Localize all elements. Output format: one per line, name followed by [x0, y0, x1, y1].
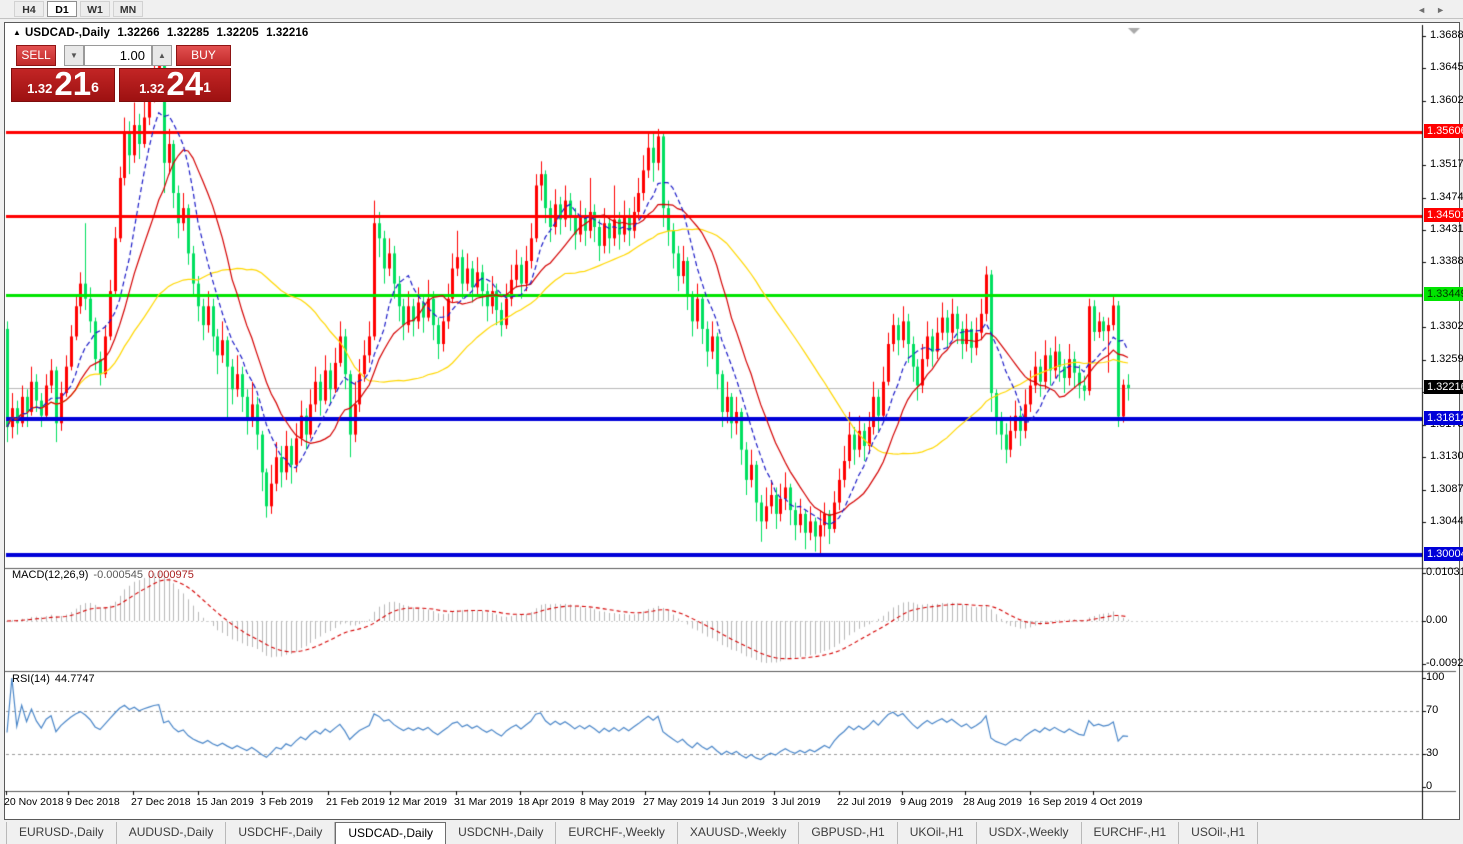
- volume-decrease-button[interactable]: ▼: [64, 45, 84, 66]
- chart-tab[interactable]: EURUSD-,Daily: [6, 822, 117, 844]
- price-axis-tick: 1.36450: [1430, 61, 1463, 74]
- chart-tab[interactable]: USOil-,H1: [1179, 822, 1259, 844]
- rsi-axis-tick: 70: [1426, 703, 1439, 716]
- rsi-name: RSI(14): [12, 673, 50, 685]
- date-axis-label: 3 Feb 2019: [260, 796, 314, 808]
- buy-price-box[interactable]: 1.32 24 1: [119, 65, 231, 102]
- rsi-axis-tick: 0: [1426, 780, 1433, 792]
- date-axis-label: 15 Jan 2019: [196, 796, 254, 808]
- volume-input[interactable]: [84, 45, 152, 66]
- date-axis-label: 9 Aug 2019: [900, 796, 954, 808]
- chart-title: ▲ USDCAD-,Daily 1.32266 1.32285 1.32205 1…: [13, 27, 312, 39]
- date-axis-label: 22 Jul 2019: [837, 796, 892, 808]
- price-line-badge: 1.30004: [1424, 547, 1463, 562]
- tab-scroll-right-icon[interactable]: ►: [1436, 5, 1455, 15]
- date-axis-label: 14 Jun 2019: [707, 796, 765, 808]
- macd-indicator-label: MACD(12,26,9) -0.000545 0.000975: [12, 569, 194, 581]
- date-axis-label: 21 Feb 2019: [326, 796, 385, 808]
- date-axis-label: 28 Aug 2019: [963, 796, 1022, 808]
- price-axis-tick: 1.34310: [1430, 223, 1463, 236]
- date-axis-label: 3 Jul 2019: [772, 796, 821, 808]
- one-click-trading-panel: SELL ▼ ▲ BUY 1.32 21 6 1.32 24 1: [11, 43, 233, 123]
- chart-tab[interactable]: AUDUSD-,Daily: [117, 822, 227, 844]
- price-axis-tick: 1.33020: [1430, 320, 1463, 333]
- price-line-badge: 1.34501: [1424, 207, 1463, 222]
- rsi-indicator-label: RSI(14) 44.7747: [12, 673, 95, 685]
- date-axis-label: 12 Mar 2019: [388, 796, 447, 808]
- chart-tab[interactable]: USDCNH-,Daily: [446, 822, 557, 844]
- rsi-axis-tick: 30: [1426, 747, 1439, 760]
- date-axis-label: 8 May 2019: [580, 796, 635, 808]
- timeframe-button-h4[interactable]: H4: [14, 1, 44, 17]
- ohlc-open: 1.32266: [117, 27, 160, 39]
- buy-button[interactable]: BUY: [176, 45, 231, 66]
- timeframe-button-mn[interactable]: MN: [113, 1, 143, 17]
- macd-value-signal: 0.000975: [147, 569, 194, 581]
- macd-name: MACD(12,26,9): [12, 569, 89, 581]
- price-axis-tick: 1.35170: [1430, 158, 1463, 171]
- price-chart-canvas[interactable]: [5, 23, 1459, 819]
- price-axis-tick: 1.36020: [1430, 93, 1463, 106]
- macd-axis-tick: 0.00: [1426, 613, 1448, 626]
- price-axis-tick: 1.30440: [1430, 515, 1463, 528]
- ohlc-high: 1.32285: [166, 27, 210, 39]
- price-axis-tick: 1.30870: [1430, 482, 1463, 495]
- buy-price-pip: 1: [203, 79, 211, 95]
- chart-tab[interactable]: USDCHF-,Daily: [226, 822, 336, 844]
- volume-increase-button[interactable]: ▲: [152, 45, 172, 66]
- sell-price-main: 21: [54, 65, 92, 102]
- price-line-badge: 1.33449: [1424, 287, 1463, 302]
- date-axis-label: 4 Oct 2019: [1091, 796, 1143, 808]
- rsi-value: 44.7747: [54, 673, 95, 685]
- macd-value-main: -0.000545: [93, 569, 143, 581]
- macd-axis-tick: 0.010311: [1426, 565, 1463, 578]
- date-axis-label: 27 Dec 2018: [131, 796, 191, 808]
- collapse-triangle-icon[interactable]: ▲: [13, 28, 22, 37]
- chart-tab-active[interactable]: USDCAD-,Daily: [335, 822, 447, 844]
- timeframe-button-w1[interactable]: W1: [80, 1, 110, 17]
- date-axis-label: 16 Sep 2019: [1028, 796, 1088, 808]
- price-line-badge: 1.35606: [1424, 124, 1463, 139]
- price-axis-tick: 1.33880: [1430, 255, 1463, 268]
- chart-tab-bar: EURUSD-,Daily AUDUSD-,Daily USDCHF-,Daily U…: [0, 822, 1463, 844]
- macd-axis-tick: -0.009203: [1426, 656, 1463, 669]
- date-axis-label: 20 Nov 2018: [4, 796, 64, 808]
- tab-scroll-left-icon[interactable]: ◄: [1417, 5, 1437, 15]
- sell-price-box[interactable]: 1.32 21 6: [11, 65, 115, 102]
- chart-tab[interactable]: USDX-,Weekly: [977, 822, 1082, 844]
- sell-price-pip: 6: [91, 79, 99, 95]
- buy-price-prefix: 1.32: [139, 81, 165, 96]
- timeframe-button-d1[interactable]: D1: [47, 1, 77, 17]
- chart-symbol-label: USDCAD-,Daily: [25, 27, 111, 39]
- date-axis-label: 27 May 2019: [643, 796, 704, 808]
- price-line-badge: 1.31812: [1424, 410, 1463, 425]
- chart-tab[interactable]: EURCHF-,H1: [1082, 822, 1180, 844]
- timeframe-toolbar: H4 D1 W1 MN: [0, 0, 1463, 19]
- price-axis-tick: 1.31300: [1430, 450, 1463, 463]
- date-axis-label: 31 Mar 2019: [454, 796, 513, 808]
- sell-button[interactable]: SELL: [16, 45, 56, 66]
- chart-tab[interactable]: GBPUSD-,H1: [799, 822, 898, 844]
- date-axis-label: 18 Apr 2019: [518, 796, 575, 808]
- price-axis-tick: 1.34740: [1430, 190, 1463, 203]
- price-line-badge: 1.32216: [1424, 380, 1463, 395]
- chart-tab[interactable]: EURCHF-,Weekly: [556, 822, 678, 844]
- price-axis-tick: 1.32590: [1430, 352, 1463, 365]
- sell-price-prefix: 1.32: [27, 81, 53, 96]
- chart-window: ▲ USDCAD-,Daily 1.32266 1.32285 1.32205 1…: [4, 22, 1460, 820]
- rsi-axis-tick: 100: [1426, 670, 1445, 683]
- price-axis-tick: 1.36880: [1430, 29, 1463, 42]
- tab-scroll-arrows[interactable]: ◄►: [1417, 5, 1455, 15]
- chart-tab[interactable]: XAUUSD-,Weekly: [678, 822, 800, 844]
- chart-tab[interactable]: UKOil-,H1: [898, 822, 977, 844]
- buy-price-main: 24: [166, 65, 204, 102]
- date-axis-label: 9 Dec 2018: [66, 796, 120, 808]
- ohlc-low: 1.32205: [216, 27, 259, 39]
- ohlc-close: 1.32216: [266, 27, 309, 39]
